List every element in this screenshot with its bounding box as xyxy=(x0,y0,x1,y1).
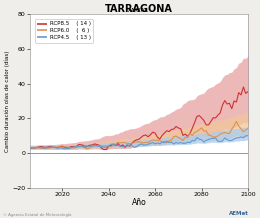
X-axis label: Año: Año xyxy=(132,198,146,207)
Text: ANUAL: ANUAL xyxy=(128,8,150,13)
Text: © Agencia Estatal de Meteorología: © Agencia Estatal de Meteorología xyxy=(3,213,71,217)
Y-axis label: Cambio duración olas de calor (días): Cambio duración olas de calor (días) xyxy=(4,50,10,152)
Title: TARRAGONA: TARRAGONA xyxy=(105,4,173,14)
Text: AEMet: AEMet xyxy=(229,211,249,216)
Legend: RCP8.5    ( 14 ), RCP6.0    (  6 ), RCP4.5    ( 13 ): RCP8.5 ( 14 ), RCP6.0 ( 6 ), RCP4.5 ( 13… xyxy=(35,19,94,43)
